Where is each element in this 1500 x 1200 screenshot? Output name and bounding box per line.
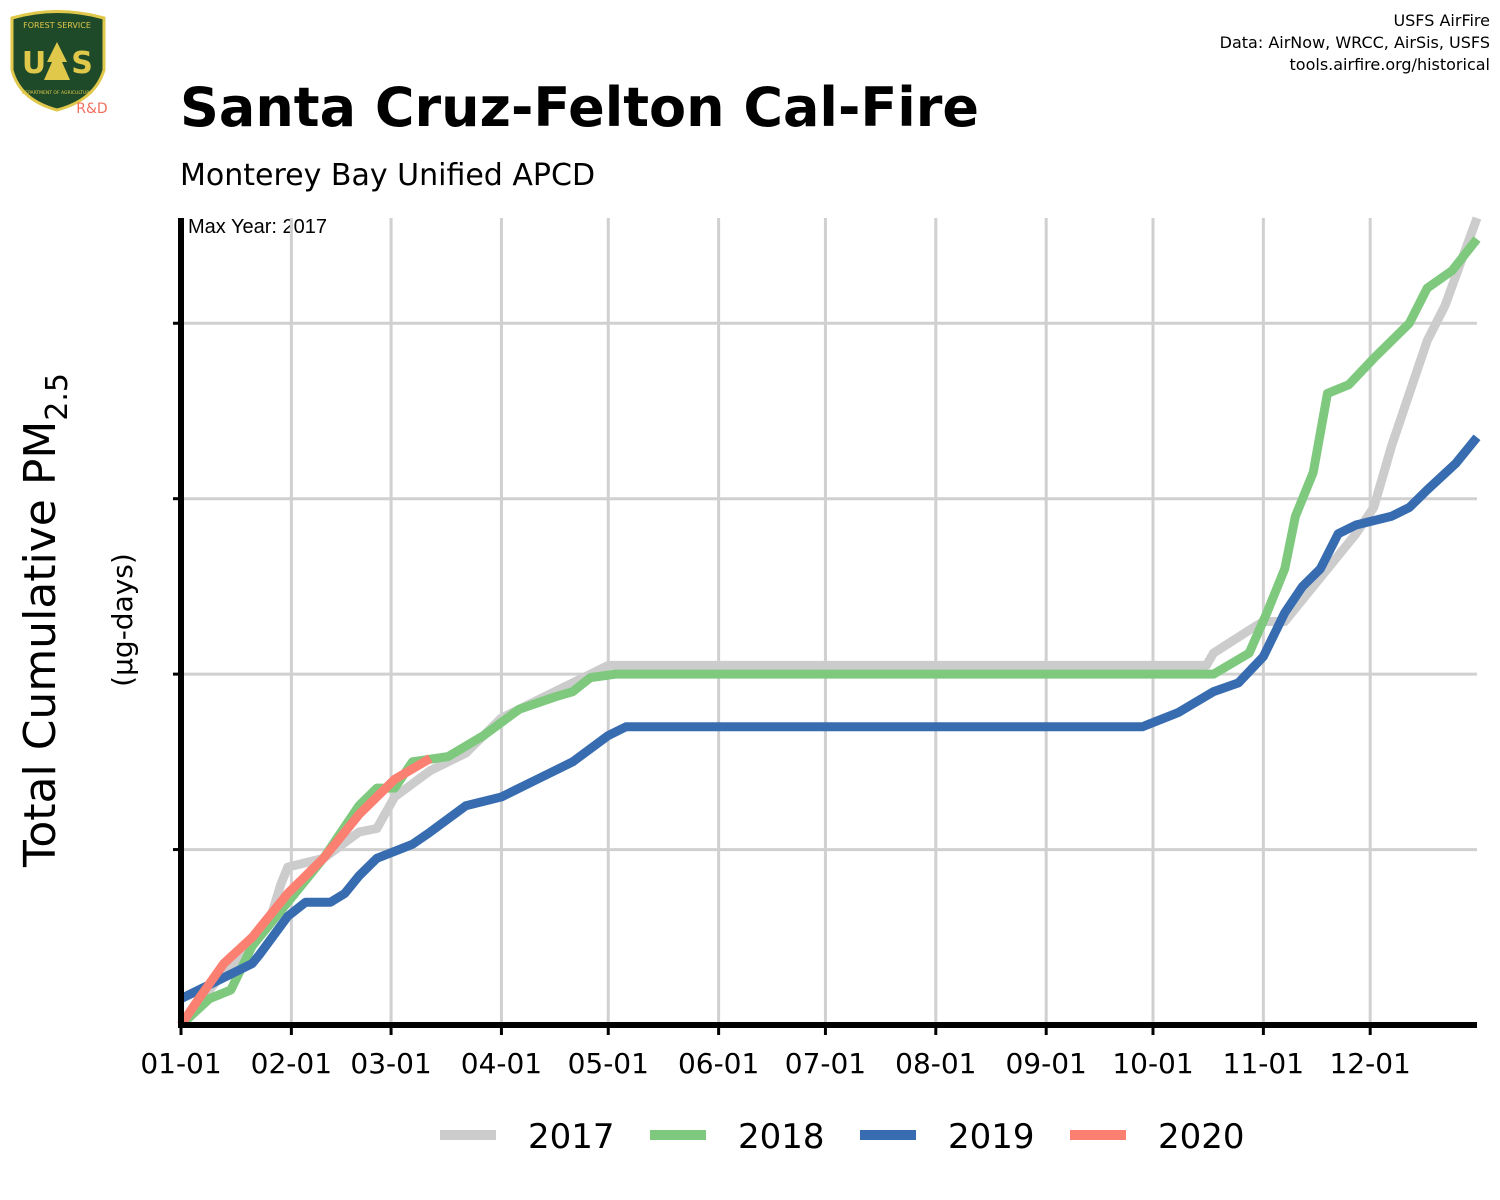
series-line bbox=[177, 236, 1481, 1029]
x-tick-label: 10-01 bbox=[1112, 1047, 1193, 1080]
x-tick-label: 11-01 bbox=[1223, 1047, 1304, 1080]
y-label-sub: 2.5 bbox=[40, 373, 75, 421]
credit: Data: AirNow, WRCC, AirSis, USFS bbox=[1220, 33, 1490, 52]
legend: 2017 2018 2019 2020 bbox=[440, 1117, 1245, 1157]
series-line bbox=[179, 434, 1481, 1003]
x-tick-label: 08-01 bbox=[895, 1047, 976, 1080]
x-tick-label: 03-01 bbox=[350, 1047, 431, 1080]
logo-right: S bbox=[71, 46, 93, 81]
grid bbox=[179, 218, 1477, 1025]
logo-tag: R&D bbox=[76, 101, 107, 117]
lines bbox=[177, 216, 1482, 1029]
x-tick-label: 05-01 bbox=[568, 1047, 649, 1080]
legend-label: 2017 bbox=[528, 1117, 615, 1157]
y-label-main: Total Cumulative PM bbox=[15, 421, 66, 868]
logo-tree bbox=[44, 42, 70, 80]
logo-bottom: DEPARTMENT OF AGRICULTURE bbox=[22, 90, 93, 96]
y-axis-label: Total Cumulative PM2.5 bbox=[15, 373, 75, 868]
x-tick-label: 07-01 bbox=[785, 1047, 866, 1080]
x-tick-label: 09-01 bbox=[1005, 1047, 1086, 1080]
x-tick-label: 02-01 bbox=[251, 1047, 332, 1080]
y-axis-unit: (µg-days) bbox=[106, 553, 139, 687]
legend-label: 2018 bbox=[738, 1117, 825, 1157]
series-line bbox=[177, 216, 1482, 1028]
credit: tools.airfire.org/historical bbox=[1290, 55, 1490, 74]
logo-top: FOREST SERVICE bbox=[23, 21, 91, 30]
credit: USFS AirFire bbox=[1393, 11, 1490, 30]
chart-subtitle: Monterey Bay Unified APCD bbox=[180, 158, 595, 193]
logo: FOREST SERVICE U S DEPARTMENT OF AGRICUL… bbox=[10, 10, 108, 117]
x-tick-label: 12-01 bbox=[1329, 1047, 1410, 1080]
series-line bbox=[177, 754, 433, 1028]
annotation: Max Year: 2017 bbox=[188, 216, 327, 238]
x-tick-label: 04-01 bbox=[461, 1047, 542, 1080]
axes: 01-01 02-01 03-01 04-01 05-01 06-01 07-01 08-01… bbox=[140, 218, 1477, 1080]
legend-label: 2020 bbox=[1158, 1117, 1245, 1157]
chart-title: Santa Cruz-Felton Cal-Fire bbox=[180, 76, 979, 139]
x-tick-label: 06-01 bbox=[678, 1047, 759, 1080]
legend-label: 2019 bbox=[948, 1117, 1035, 1157]
logo-left: U bbox=[22, 46, 46, 81]
x-tick-label: 01-01 bbox=[140, 1047, 221, 1080]
